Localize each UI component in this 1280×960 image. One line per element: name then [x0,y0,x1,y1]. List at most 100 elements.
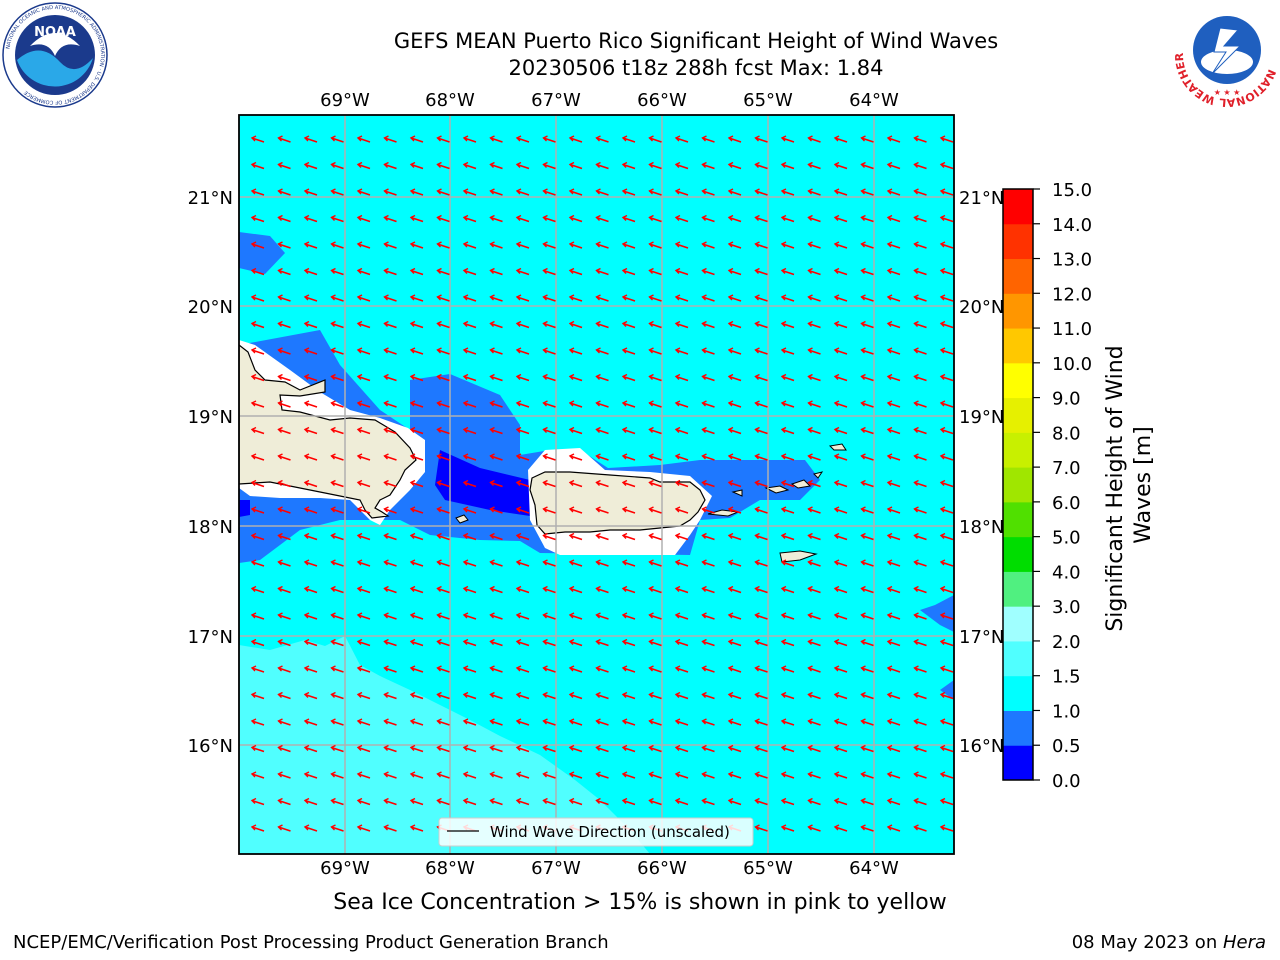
wind-arrow [648,718,662,726]
wind-arrow [542,691,556,700]
wind-arrow [754,718,768,726]
wind-arrow [727,771,742,779]
wave-region-0.5-1m-west [239,232,285,274]
wind-arrow [913,347,927,355]
wind-arrow [542,347,556,355]
wave-region-0.5-1m-east [920,595,954,632]
wind-arrow [780,744,795,753]
wind-arrow [701,373,715,382]
wind-arrow [568,691,583,700]
wind-arrow [886,665,901,673]
wind-arrow [833,532,848,541]
wind-arrow [277,347,291,355]
wind-arrow [939,241,954,249]
wind-arrow [330,691,344,700]
wind-arrow [568,506,583,514]
wind-arrow [383,612,397,620]
wind-arrow [913,585,927,594]
wind-arrow [913,638,927,647]
wind-arrow [860,559,874,567]
wind-arrow [542,161,556,170]
wind-arrow [939,585,954,594]
wind-arrow [462,797,477,806]
wind-arrow [780,506,795,514]
wind-arrow [568,479,583,488]
lon-label-bottom: 66°W [637,858,687,879]
legend-label: Wind Wave Direction (unscaled) [490,823,730,841]
wind-arrow [330,241,344,249]
wind-arrow [330,267,344,276]
colorbar-segment [1003,432,1033,468]
wind-arrow [754,824,768,832]
lat-label-right: 21°N [959,188,1004,209]
wind-arrow [780,771,795,779]
wind-arrow [568,585,583,594]
wind-arrow [383,559,397,567]
wind-arrow [303,161,318,170]
wind-arrow [833,426,848,435]
wind-arrow [568,638,583,647]
wind-arrow [807,400,821,408]
wind-arrow [701,691,715,700]
wind-arrow [648,320,662,329]
wind-arrow [674,135,689,143]
wind-arrow [409,479,424,488]
wind-arrow [595,347,609,355]
wind-arrow [621,161,636,170]
wind-arrow [277,135,291,143]
wind-arrow [330,638,344,647]
wind-arrow [780,214,795,223]
wind-arrow [886,400,901,408]
wind-arrow [383,718,397,726]
wind-arrow [489,214,503,223]
wind-arrow [436,426,450,435]
wind-arrow [303,691,318,700]
lon-labels-bottom: 69°W 68°W 67°W 66°W 65°W 64°W [320,858,899,879]
wind-arrow [674,691,689,700]
wind-arrow [515,744,530,753]
wind-arrow [621,665,636,673]
wind-arrow [277,744,291,753]
wind-arrow [913,824,927,832]
wind-arrow [489,320,503,329]
wave-region-0.5-1m-east2 [940,680,954,700]
wind-arrow [595,771,609,779]
wind-arrow [277,532,291,541]
wind-arrow [515,320,530,329]
wind-arrow [436,373,450,382]
wind-arrow [833,506,848,514]
wind-arrow [542,267,556,276]
wind-arrow [860,426,874,435]
colorbar-segment [1003,501,1033,538]
wind-arrow [939,744,954,753]
wind-arrow [409,718,424,726]
wind-arrow [860,638,874,647]
wind-arrow [754,771,768,779]
wind-arrow [436,188,450,196]
lat-label-right: 17°N [959,627,1004,648]
wind-arrow [727,532,742,541]
wind-arrow [383,771,397,779]
lat-label-left: 19°N [188,407,233,428]
wind-arrow [489,744,503,753]
wind-arrow [754,214,768,223]
wind-arrow [727,161,742,170]
wind-arrow [568,320,583,329]
wind-arrow [489,479,503,488]
wind-arrow [462,373,477,382]
wind-arrow [754,559,768,567]
wind-arrow [727,559,742,567]
wind-arrow [754,638,768,647]
wind-arrow [939,347,954,355]
wind-arrow [674,373,689,382]
wind-arrow [515,506,530,514]
wind-arrow [833,771,848,779]
wind-arrow [250,665,265,673]
wind-arrow [780,320,795,329]
wind-arrow [648,797,662,806]
wind-arrow [383,797,397,806]
wind-arrow [860,347,874,355]
wind-arrow [648,691,662,700]
wind-arrow [542,559,556,567]
